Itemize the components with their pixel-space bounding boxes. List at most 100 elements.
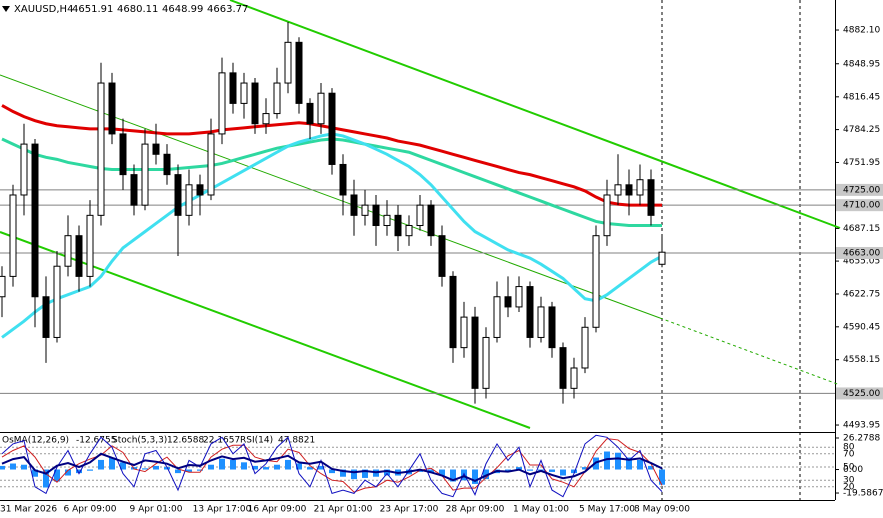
y-tick-label: 4784.25 [843,125,880,135]
osma-bar [549,469,555,472]
candle-body [537,306,545,338]
osma-bar [274,464,280,470]
osma-bar [483,469,489,480]
candle-body [339,163,347,196]
candle-body [427,204,435,237]
osma-bar [472,469,478,484]
x-tick-label: 13 Apr 17:00 [193,505,252,515]
osma-bar [120,462,126,470]
y-tick-label: 4558.15 [843,355,880,365]
stoch-label: Stoch(5,3,3) [112,436,167,446]
candle-body [394,214,402,237]
candle-body [31,143,39,298]
osma-value: -12.6755 [76,436,116,446]
candle-body [207,133,215,196]
level-box [836,246,883,259]
x-tick-label: 8 May 09:00 [634,505,690,515]
osma-tick-label: 26.2788 [843,433,880,443]
candle-body [64,235,72,267]
candle-body [229,72,237,104]
candle-body [449,275,457,349]
candle-body [581,326,589,369]
osma-bar [87,469,93,471]
osma-bar [318,465,324,470]
stoch-signal [1,438,663,493]
osma-bar [604,451,610,470]
rsi-line [1,452,663,482]
candle-body [592,235,600,328]
osma-bar [307,467,313,470]
osma-bar [0,465,5,470]
menu-arrow[interactable] [2,6,10,12]
level-box [836,183,883,196]
candle-body [504,296,512,308]
osma-bar [252,465,258,470]
level-box [836,387,883,400]
candle-body [174,174,182,216]
osma-bar [164,467,170,470]
candle-body [53,265,61,338]
x-tick-label: 28 Apr 09:00 [446,505,505,515]
y-tick-label: 4622.75 [843,289,880,299]
osma-bar [296,463,302,470]
rsi-value: 47.8821 [278,436,315,446]
candle-body [152,143,160,155]
candle-body [42,296,50,338]
osma-bar [197,469,203,471]
osma-bar [560,469,566,476]
candle-body [119,133,127,176]
candle-body [636,179,644,196]
candle-body [185,184,193,216]
osma-bar [659,469,665,485]
candle-body [372,204,380,227]
candle-body [603,194,611,237]
candle-body [647,179,655,216]
candle-body [196,184,204,196]
osma-bar [43,469,49,488]
candle-body [284,41,292,84]
header-high: 4680.11 [117,4,158,15]
y-tick-label: 4816.45 [843,92,880,102]
osma-tick-label: 0.00 [843,465,863,475]
stoch-main [1,434,663,498]
candle-body [548,306,556,349]
candle-body [515,286,523,308]
candle-body [9,194,17,277]
candle-body [328,92,336,165]
x-tick-label: 6 Apr 09:00 [64,505,117,515]
level-label: 4725.00 [843,185,880,195]
candle-body [438,235,446,277]
y-tick-label: 4687.15 [843,224,880,234]
candle-body [361,204,369,216]
y-tick-label: 4493.95 [843,421,880,431]
stoch-tick-label: 80 [843,443,855,453]
candle-body [614,184,622,196]
osma-bar [219,458,225,470]
osma-bar [637,459,643,470]
x-tick-label: 21 Apr 01:00 [314,505,373,515]
osma-bar [505,469,511,471]
candle-body [526,286,534,338]
osma-bar [98,459,104,470]
osma-bar [329,469,335,474]
level-label: 4663.00 [843,248,880,258]
osma-bar [153,465,159,470]
candle-body [570,367,578,389]
candle-body [0,275,6,298]
plot [0,21,666,404]
header-close: 4663.77 [207,4,248,15]
osma-bar [516,467,522,470]
candle-body [317,92,325,125]
channel-middle-extension [659,317,841,386]
osma-bar [384,469,390,476]
x-tick-label: 5 May 17:00 [579,505,635,515]
candle-body [482,336,490,389]
candle-body [625,184,633,196]
candle-body [262,113,270,125]
osma-label: OsMA(12,26,9) [2,436,69,446]
candle-body [658,251,666,265]
x-tick-label: 1 May 01:00 [513,505,569,515]
candle-body [416,204,424,227]
rsi-label: RSI(14) [240,436,273,446]
y-tick-label: 4655.05 [843,257,880,267]
